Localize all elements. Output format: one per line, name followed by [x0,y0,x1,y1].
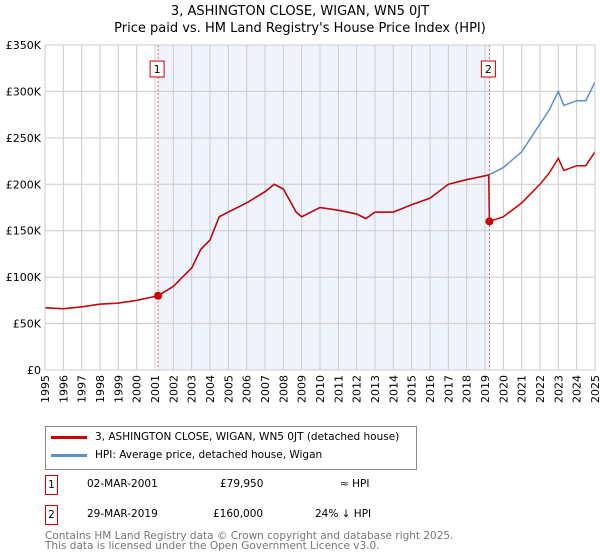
plot-border [44,44,596,371]
price-chart: 1995 1996 1997 1998 1999 2000 2001 2002 2003 2004… [6,39,600,403]
legend: 3, ASHINGTON CLOSE, WIGAN, WN5 0JT (deta… [45,426,417,470]
y-tick-label: £100K [6,271,42,284]
x-tick-label: 2025 [589,375,600,403]
y-tick-label: £350K [6,39,42,52]
x-tick-label: 2006 [241,375,254,403]
x-tick-label: 1997 [76,375,89,403]
y-tick-label: £250K [6,132,42,145]
x-tick-label: 2005 [222,375,235,403]
x-tick-label: 2015 [406,375,419,403]
x-tick-label: 2017 [442,375,455,403]
sale-label: 2 [485,63,492,76]
y-tick-label: £300K [6,85,42,98]
x-tick-label: 2012 [351,375,364,403]
x-tick-label: 2024 [571,375,584,403]
x-tick-label: 1998 [94,375,107,403]
x-tick-label: 2022 [534,375,547,403]
y-tick-label: £50K [13,318,42,331]
legend-red-line [51,435,87,439]
x-tick-label: 2007 [259,375,272,403]
sale-row-1: 1 02-MAR-2001 £79,950 ≈ HPI [45,475,445,495]
x-tick-label: 1999 [112,375,125,403]
x-tick-label: 2004 [204,375,217,403]
x-tick-label: 2000 [131,375,144,403]
x-tick-label: 2011 [332,375,345,403]
sale-label-box [480,60,496,78]
legend-label-hpi: HPI: Average price, detached house, Wiga… [95,449,323,461]
sale-point [154,291,163,300]
x-tick-label: 2021 [516,375,529,403]
x-tick-label: 2020 [497,375,510,403]
x-tick-label: 2009 [296,375,309,403]
y-tick-label: £150K [6,225,42,238]
x-tick-label: 2019 [479,375,492,403]
x-tick-label: 2013 [369,375,382,403]
x-tick-label: 1996 [57,375,70,403]
x-tick-label: 2001 [149,375,162,403]
x-tick-label: 1995 [39,375,52,403]
x-tick-label: 2003 [186,375,199,403]
chart-title: 3, ASHINGTON CLOSE, WIGAN, WN5 0JT Price … [114,4,486,36]
legend-blue-line [51,453,87,457]
sale-point [485,217,494,226]
sale-row-2: 2 29-MAR-2019 £160,000 24% ↓ HPI [45,505,445,525]
footer: Contains HM Land Registry data © Crown c… [45,530,454,552]
x-tick-label: 2023 [552,375,565,403]
sale-label-box [149,60,165,78]
x-tick-label: 2018 [461,375,474,403]
property-price-line [44,151,596,310]
x-tick-label: 2010 [314,375,327,403]
sale-label: 1 [154,63,161,76]
x-tick-label: 2014 [387,375,400,403]
x-tick-label: 2008 [277,375,290,403]
legend-label-property: 3, ASHINGTON CLOSE, WIGAN, WN5 0JT (deta… [95,431,400,443]
x-tick-label: 2002 [167,375,180,403]
y-tick-label: £200K [6,178,42,191]
x-tick-label: 2016 [424,375,437,403]
y-tick-label: £0 [27,364,41,377]
